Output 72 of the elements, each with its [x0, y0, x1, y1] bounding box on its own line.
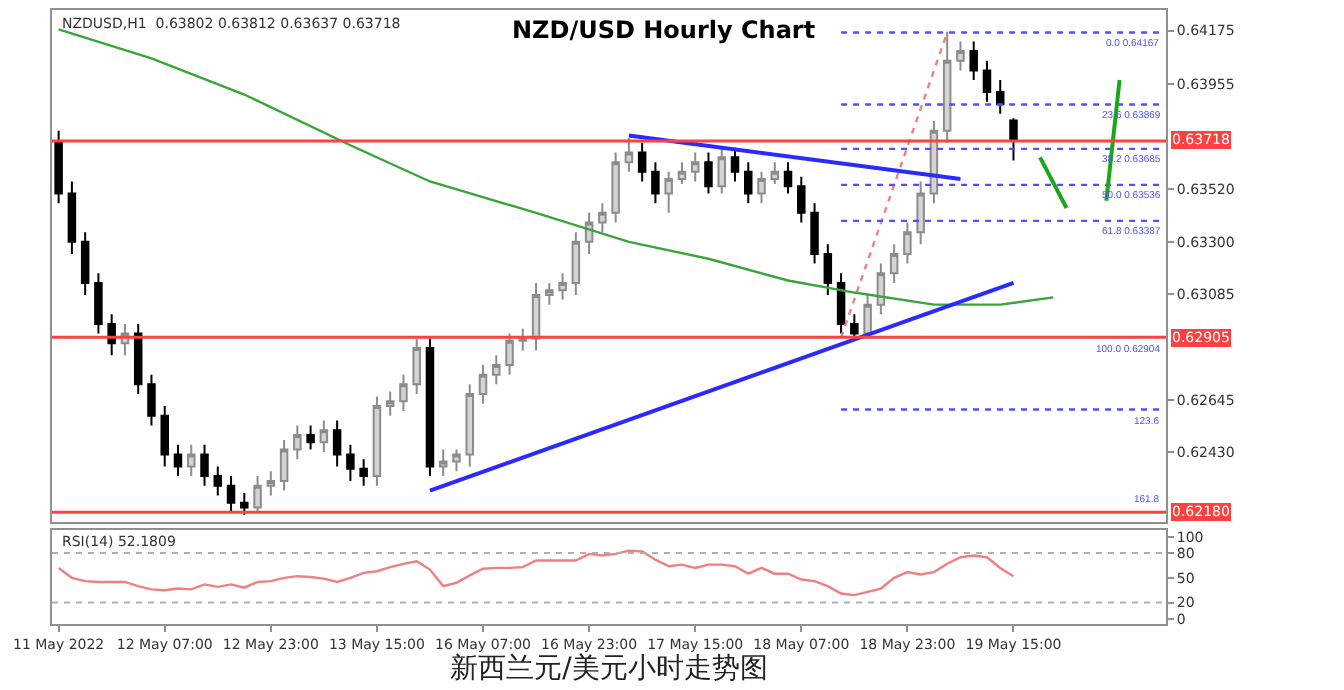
candlestick — [850, 313, 859, 338]
candlestick — [133, 322, 143, 395]
candlestick — [213, 465, 223, 497]
candlestick — [942, 30, 952, 144]
candlestick — [690, 151, 700, 183]
candlestick — [704, 151, 713, 195]
candlestick — [452, 448, 461, 473]
candlestick — [770, 161, 780, 185]
candlestick — [293, 424, 302, 461]
candlestick — [889, 243, 899, 284]
candlestick — [969, 40, 978, 82]
candlestick — [372, 395, 382, 487]
candlestick — [903, 221, 912, 265]
candlestick — [797, 175, 806, 224]
candlestick — [253, 475, 262, 514]
candlestick — [465, 383, 474, 468]
candlestick — [200, 443, 209, 487]
candlestick — [598, 202, 607, 234]
candlestick — [266, 470, 276, 497]
candlestick — [505, 332, 514, 376]
candlestick — [438, 448, 448, 478]
candlestick — [306, 424, 315, 451]
candlestick — [558, 272, 567, 301]
candlestick — [624, 137, 634, 173]
candlestick — [730, 146, 740, 183]
candlestick — [346, 443, 355, 482]
candlestick — [651, 161, 660, 205]
candlestick — [677, 161, 687, 185]
candlestick — [425, 337, 435, 478]
candlestick — [783, 161, 793, 195]
candlestick — [571, 231, 581, 296]
candlestick — [1009, 117, 1018, 162]
candlestick — [319, 419, 329, 453]
candlestick — [916, 180, 925, 246]
candlestick — [995, 79, 1005, 115]
candlestick — [836, 272, 846, 335]
candlestick — [810, 202, 819, 265]
line-series — [57, 549, 1015, 597]
candlestick — [611, 151, 620, 224]
candlestick — [876, 262, 886, 316]
candlestick — [332, 419, 342, 468]
candlestick — [982, 59, 992, 103]
candlestick — [823, 243, 833, 296]
candlestick — [664, 170, 673, 214]
chart-title: NZD/USD Hourly Chart — [512, 16, 816, 44]
candlestick — [160, 405, 169, 468]
candlestick — [67, 180, 77, 255]
candlestick — [956, 40, 965, 72]
candlestick — [717, 146, 726, 195]
candlestick — [359, 458, 368, 487]
candlestick — [757, 170, 766, 205]
candlestick — [240, 492, 249, 516]
candlestick — [637, 141, 647, 183]
candlestick — [147, 373, 156, 427]
candlestick — [492, 354, 501, 386]
candlestick — [518, 327, 528, 352]
candlestick — [545, 281, 554, 306]
candlestick — [94, 272, 103, 335]
candlestick — [80, 231, 90, 296]
candlestick — [584, 211, 594, 255]
candlestick — [744, 161, 753, 205]
candlestick — [173, 443, 183, 478]
candlestick — [385, 390, 395, 417]
candlestick — [54, 129, 63, 205]
candlestick — [412, 337, 421, 395]
candlestick — [226, 475, 236, 514]
candlestick — [187, 443, 196, 478]
x-axis-title: 新西兰元/美元小时走势图 — [450, 653, 768, 686]
candlestick — [279, 438, 289, 492]
candlestick — [399, 373, 408, 412]
candlestick — [531, 281, 541, 352]
candlestick — [478, 364, 488, 405]
